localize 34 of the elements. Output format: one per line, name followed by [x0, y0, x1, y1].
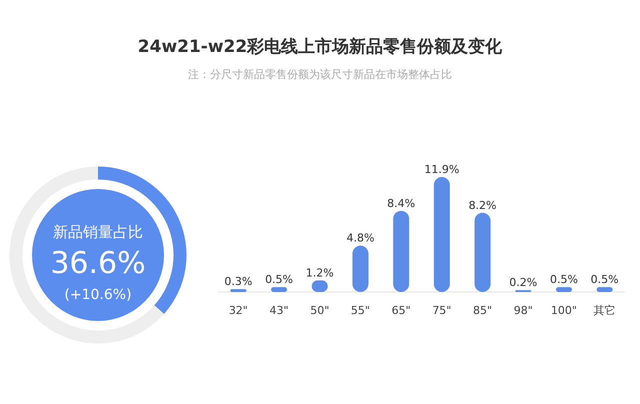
data-label: 0.5%: [590, 273, 619, 286]
bar: [352, 246, 368, 292]
chart-title: 24w21-w22彩电线上市场新品零售份额及变化: [138, 37, 504, 57]
bar: [556, 287, 572, 292]
data-label: 0.5%: [265, 273, 294, 286]
x-tick-label: 98": [514, 304, 533, 317]
bar: [434, 177, 450, 292]
x-tick-label: 43": [270, 304, 289, 317]
data-label: 8.4%: [387, 196, 416, 210]
bar: [474, 212, 491, 292]
data-label: 0.2%: [509, 276, 538, 290]
x-tick-label: 55": [350, 304, 370, 317]
bar: [596, 287, 613, 292]
data-label: 4.8%: [346, 232, 374, 245]
x-tick-label: 50": [310, 304, 330, 317]
x-tick-label: 100": [550, 304, 577, 317]
x-tick-label: 其它: [594, 304, 616, 317]
data-label: 0.5%: [550, 273, 578, 286]
x-tick-label: 32": [228, 304, 248, 317]
data-label: 0.3%: [224, 275, 252, 288]
x-tick-label: 75": [432, 304, 452, 317]
bar: [230, 289, 246, 292]
data-label: 1.2%: [306, 266, 334, 280]
x-tick-label: 85": [473, 304, 492, 317]
donut-slice: [10, 166, 164, 344]
chart-subtitle: 注：分尺寸新品零售份额为该尺寸新品在市场整体占比: [188, 68, 452, 81]
data-label: 8.2%: [468, 198, 497, 212]
x-tick-label: 65": [392, 304, 411, 317]
text: (+10.6%): [64, 287, 132, 303]
bar: [393, 210, 410, 292]
data-label: 36.6%: [50, 246, 146, 281]
data-label: 11.9%: [424, 163, 460, 176]
bar: [271, 287, 288, 292]
slice-label: 新品销量占比: [53, 223, 143, 241]
